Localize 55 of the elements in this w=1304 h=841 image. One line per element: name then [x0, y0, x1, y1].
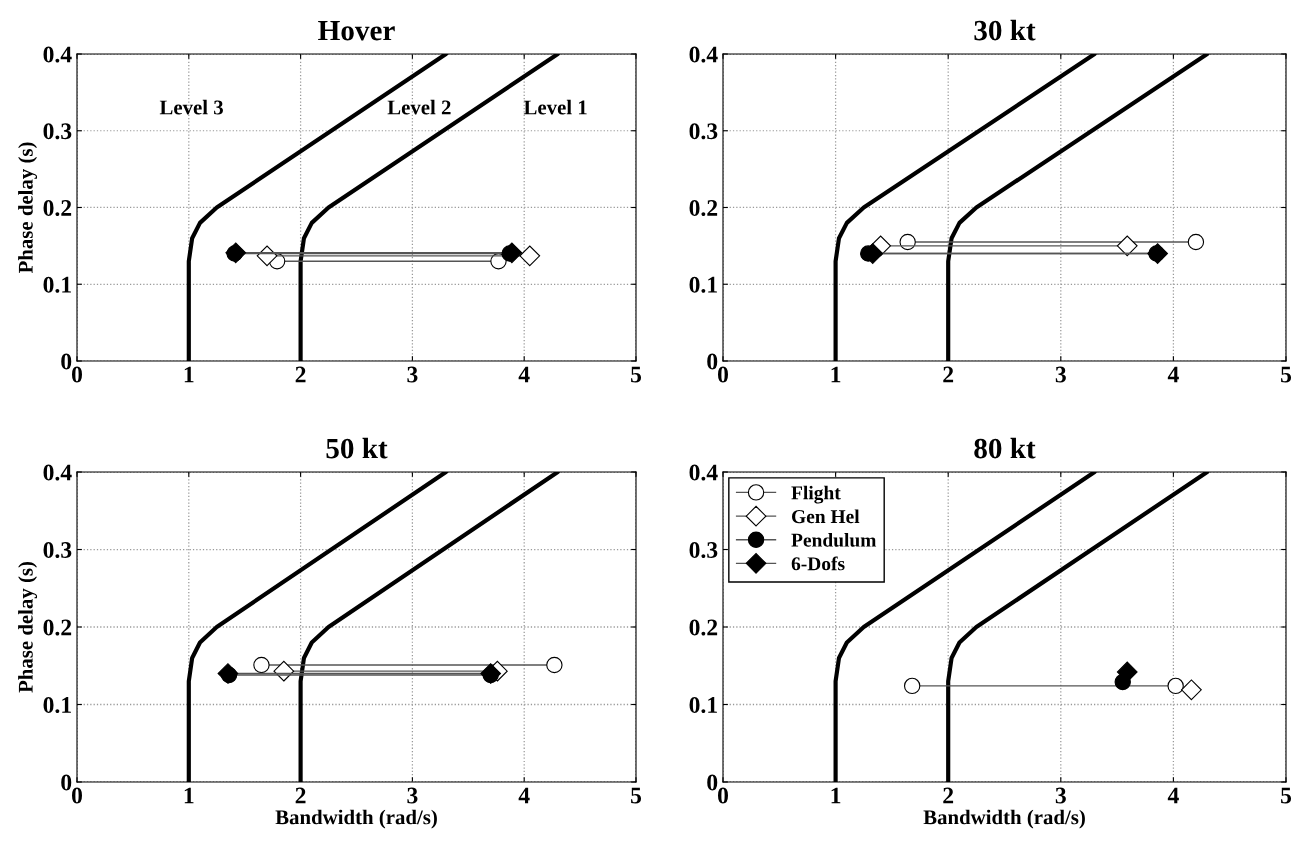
annotation: Level 3 — [159, 99, 223, 115]
x-tick-label: 4 — [1167, 787, 1179, 804]
y-tick-label: 0.2 — [689, 199, 718, 217]
legend-label: 6-Dofs — [791, 556, 845, 571]
chart-title: Hover — [318, 21, 395, 41]
x-tick-label: 1 — [831, 366, 841, 383]
y-tick-label: 0.3 — [689, 123, 718, 140]
x-tick-label: 2 — [943, 366, 954, 383]
annotation: Level 1 — [523, 99, 587, 115]
x-tick-label: 5 — [631, 787, 642, 804]
legend-label: Pendulum — [791, 533, 877, 547]
y-tick-label: 0.1 — [43, 696, 71, 714]
y-tick-label: 0 — [61, 353, 72, 370]
y-tick-label: 0.3 — [689, 541, 718, 559]
y-tick-label: 0.1 — [689, 696, 717, 714]
x-tick-label: 3 — [407, 787, 418, 804]
x-tick-label: 5 — [1281, 787, 1292, 804]
x-tick-label: 4 — [1167, 366, 1179, 383]
y-tick-label: 0 — [61, 774, 72, 791]
legend-label: Flight — [791, 485, 841, 504]
x-tick-label: 3 — [407, 366, 418, 383]
x-tick-label: 5 — [631, 366, 642, 383]
y-tick-label: 0.3 — [43, 541, 72, 559]
y-tick-label: 0.3 — [43, 123, 72, 140]
x-tick-label: 4 — [518, 787, 530, 804]
x-axis-title: Bandwidth (rad/s) — [275, 809, 437, 829]
y-tick-label: 0.1 — [43, 276, 71, 293]
y-tick-label: 0.2 — [689, 619, 718, 636]
x-tick-label: 3 — [1055, 787, 1066, 804]
annotation: Level 2 — [387, 99, 451, 115]
x-tick-label: 2 — [295, 366, 306, 383]
x-tick-label: 4 — [518, 366, 530, 383]
y-tick-label: 0.4 — [43, 464, 72, 481]
y-tick-label: 0 — [707, 774, 718, 791]
chart-title: 30 kt — [974, 19, 1036, 41]
x-tick-label: 1 — [831, 787, 841, 804]
chart-title: 80 kt — [974, 437, 1036, 459]
y-tick-label: 0.2 — [43, 619, 72, 636]
y-tick-label: 0.4 — [689, 46, 718, 63]
x-tick-label: 2 — [295, 787, 306, 804]
x-tick-label: 1 — [184, 366, 194, 383]
y-axis-title: Phase delay (s) — [18, 142, 38, 274]
x-tick-label: 5 — [1281, 366, 1292, 383]
legend-label: Gen Hel — [792, 509, 860, 524]
x-tick-label: 2 — [943, 787, 954, 804]
y-tick-label: 0 — [707, 353, 718, 370]
chart-title: 50 kt — [326, 437, 388, 459]
y-tick-label: 0.4 — [43, 46, 72, 63]
x-axis-title: Bandwidth (rad/s) — [923, 809, 1085, 829]
y-tick-label: 0.2 — [43, 199, 72, 217]
x-tick-label: 1 — [184, 787, 194, 804]
x-tick-label: 3 — [1055, 366, 1066, 383]
y-tick-label: 0.4 — [689, 464, 718, 481]
y-axis-title: Phase delay (s) — [18, 561, 38, 693]
y-tick-label: 0.1 — [689, 276, 717, 293]
